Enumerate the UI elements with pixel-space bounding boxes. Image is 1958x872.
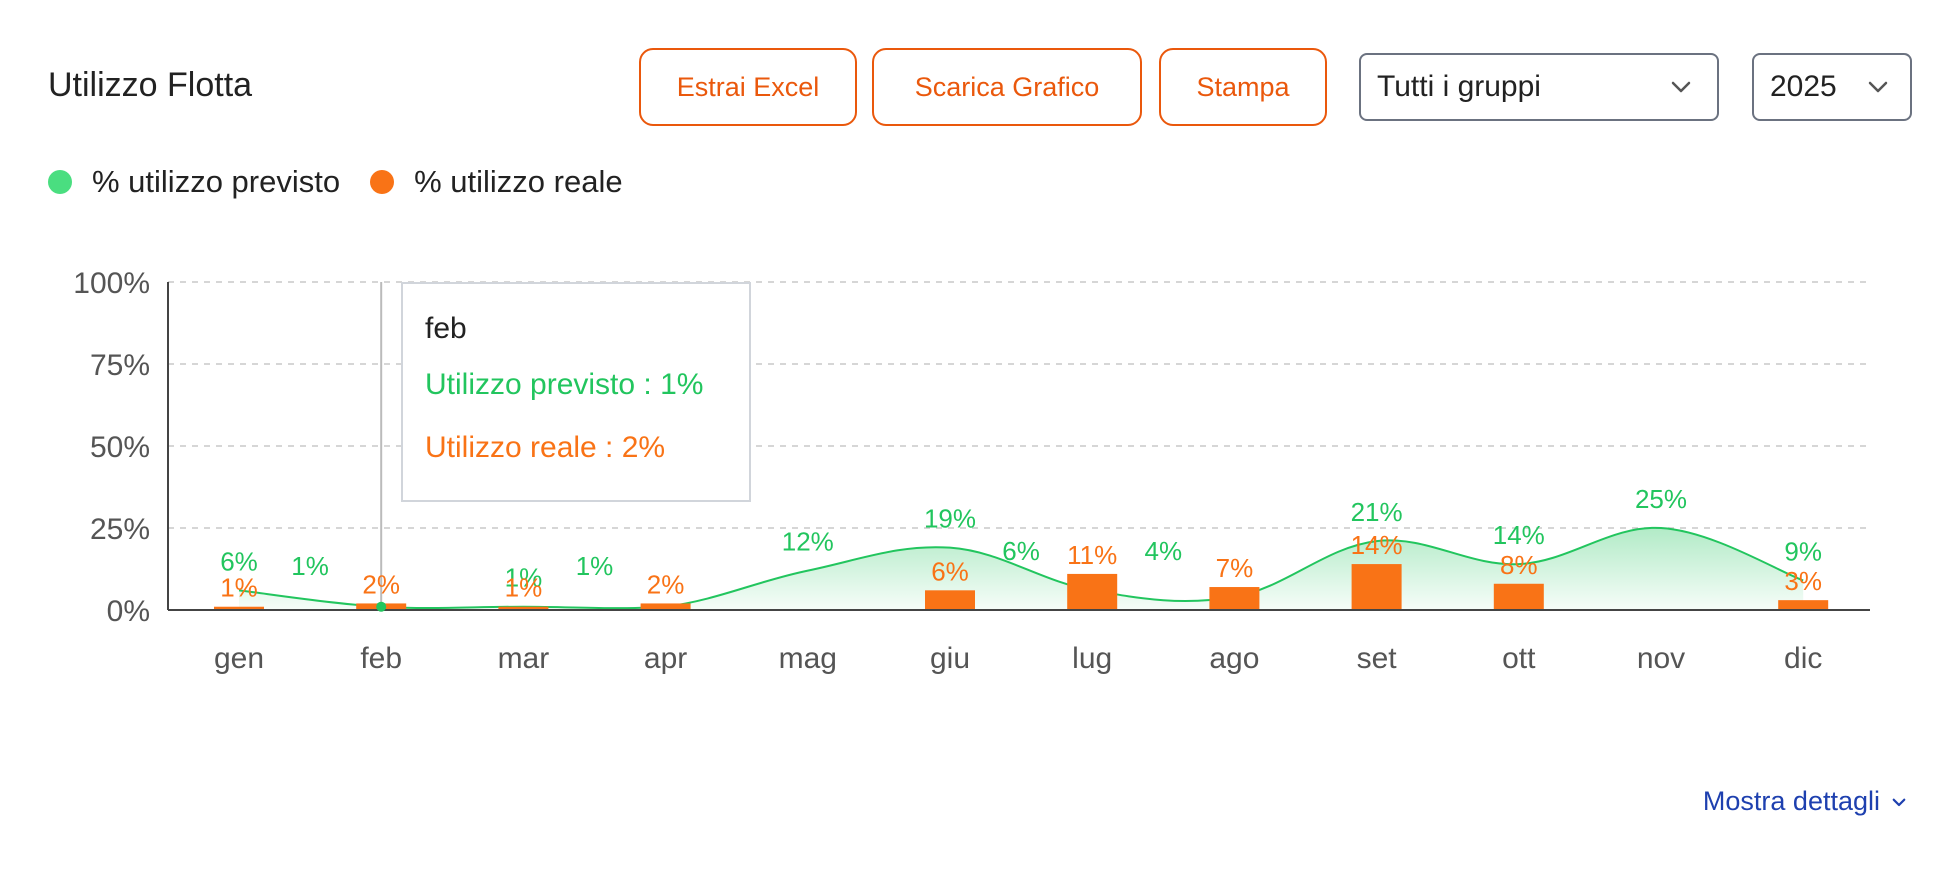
x-tick-label: feb	[360, 642, 402, 675]
group-select[interactable]: Tutti i gruppi	[1359, 53, 1719, 121]
tooltip-actual: Utilizzo reale : 2%	[425, 431, 666, 464]
planned-data-label: 1%	[291, 551, 329, 581]
planned-data-label: 19%	[924, 504, 976, 534]
actual-data-label: 2%	[647, 569, 685, 599]
planned-data-label: 1%	[576, 551, 614, 581]
actual-data-label: 7%	[1216, 553, 1254, 583]
x-tick-label: dic	[1784, 642, 1822, 675]
actual-bar	[1067, 573, 1118, 610]
y-tick-label: 50%	[90, 431, 150, 464]
x-tick-label: nov	[1637, 642, 1685, 675]
print-button[interactable]: Stampa	[1159, 48, 1327, 126]
show-details-label: Mostra dettagli	[1702, 786, 1880, 816]
chevron-down-icon	[1671, 81, 1691, 93]
y-tick-label: 0%	[107, 595, 150, 628]
actual-data-label: 1%	[505, 573, 543, 603]
export-excel-button[interactable]: Estrai Excel	[639, 48, 857, 126]
actual-bar	[640, 603, 691, 610]
planned-data-label: 6%	[1002, 536, 1040, 566]
x-tick-label: ott	[1502, 642, 1536, 675]
y-tick-label: 75%	[90, 349, 150, 382]
planned-area-fill	[239, 527, 1804, 610]
x-tick-label: lug	[1072, 642, 1112, 675]
show-details-link[interactable]: Mostra dettagli	[1703, 786, 1908, 817]
actual-data-label: 8%	[1500, 550, 1538, 580]
planned-data-label: 14%	[1493, 520, 1545, 550]
x-tick-label: gen	[214, 642, 264, 675]
actual-bar	[1778, 600, 1829, 610]
planned-data-label: 6%	[220, 546, 258, 576]
planned-data-label: 4%	[1145, 536, 1183, 566]
planned-data-label: 9%	[1784, 536, 1822, 566]
actual-bar	[1209, 587, 1260, 610]
planned-dot-icon	[48, 170, 72, 194]
x-tick-label: mar	[498, 642, 550, 675]
actual-bar	[1493, 583, 1544, 610]
group-select-value: Tutti i gruppi	[1377, 70, 1541, 103]
actual-bar	[1351, 564, 1402, 610]
chart-legend: % utilizzo previsto % utilizzo reale	[48, 164, 653, 200]
planned-data-label: 1%	[505, 563, 543, 593]
chevron-down-icon	[1892, 798, 1906, 806]
actual-data-label: 14%	[1351, 530, 1403, 560]
page-title: Utilizzo Flotta	[48, 66, 253, 104]
actual-data-label: 3%	[1784, 566, 1822, 596]
chevron-down-icon	[1868, 81, 1888, 93]
x-tick-label: mag	[779, 642, 837, 675]
usage-chart: 0%25%50%75%100%6% 1% 1% 1%12%19%6% 4%21%14%2…	[73, 267, 1870, 675]
x-tick-label: set	[1357, 642, 1398, 675]
actual-data-label: 2%	[362, 569, 400, 599]
planned-data-label: 25%	[1635, 484, 1687, 514]
chart-tooltip: feb Utilizzo previsto : 1% Utilizzo real…	[401, 282, 751, 502]
actual-data-label: 6%	[931, 556, 969, 586]
legend-item-actual[interactable]: % utilizzo reale	[370, 164, 623, 200]
actual-data-label: 1%	[220, 573, 258, 603]
actual-data-label: 11%	[1067, 540, 1117, 570]
actual-bar	[214, 606, 264, 610]
planned-data-label: 21%	[1351, 497, 1403, 527]
year-select[interactable]: 2025	[1752, 53, 1912, 121]
tooltip-title: feb	[425, 312, 467, 345]
y-tick-label: 25%	[90, 513, 150, 546]
tooltip-planned: Utilizzo previsto : 1%	[425, 368, 704, 401]
legend-item-planned[interactable]: % utilizzo previsto	[48, 164, 340, 200]
x-tick-label: ago	[1209, 642, 1259, 675]
planned-data-label: 12%	[782, 527, 834, 557]
hover-point	[376, 601, 387, 612]
x-tick-label: apr	[644, 642, 687, 675]
legend-label-planned: % utilizzo previsto	[92, 164, 341, 199]
actual-bar	[925, 590, 975, 610]
legend-label-actual: % utilizzo reale	[414, 164, 623, 199]
actual-dot-icon	[370, 170, 395, 194]
x-tick-label: giu	[930, 642, 970, 675]
y-tick-label: 100%	[73, 267, 150, 300]
download-chart-button[interactable]: Scarica Grafico	[872, 48, 1142, 126]
actual-bar	[498, 606, 549, 610]
year-select-value: 2025	[1770, 70, 1837, 103]
